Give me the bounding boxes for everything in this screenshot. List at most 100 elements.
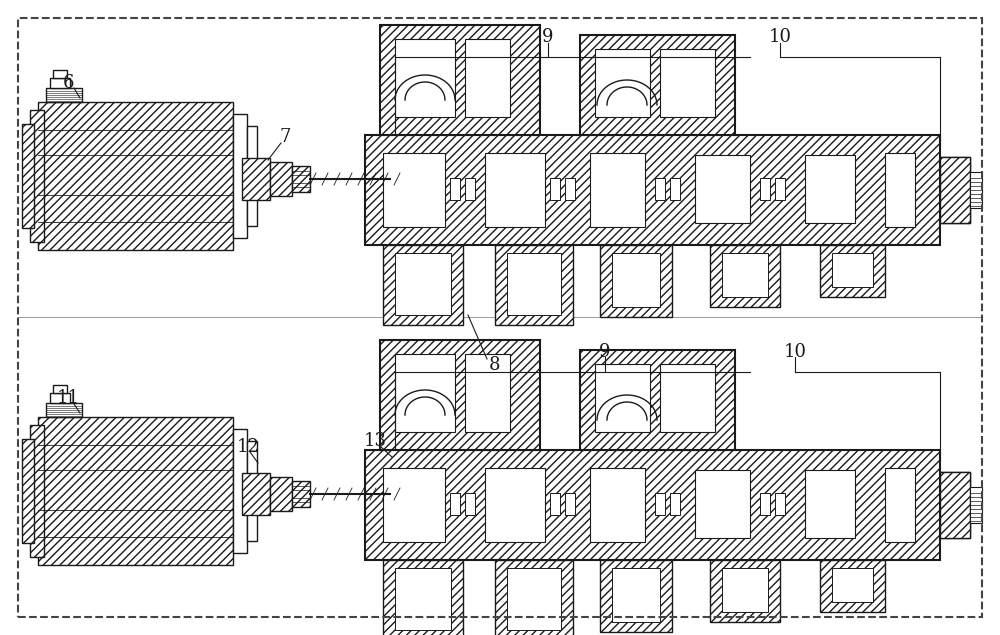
Bar xyxy=(590,153,645,227)
Bar xyxy=(380,340,540,450)
Text: 9: 9 xyxy=(599,343,611,361)
Bar xyxy=(465,354,510,432)
Bar xyxy=(383,245,463,325)
Bar xyxy=(565,493,575,515)
Bar xyxy=(53,385,67,393)
Bar xyxy=(465,39,510,117)
Bar xyxy=(22,124,34,228)
Bar xyxy=(940,472,970,538)
Bar xyxy=(22,439,34,543)
Bar xyxy=(660,364,715,432)
Bar xyxy=(710,245,780,307)
Bar xyxy=(495,245,573,325)
Bar xyxy=(383,560,463,635)
Text: 12: 12 xyxy=(237,438,259,456)
Bar xyxy=(50,78,70,88)
Text: 11: 11 xyxy=(56,389,80,407)
Bar xyxy=(832,253,873,287)
Bar xyxy=(710,560,780,622)
Bar xyxy=(30,110,44,242)
Bar xyxy=(600,245,672,317)
Bar xyxy=(805,155,855,223)
Bar xyxy=(550,178,560,200)
Bar xyxy=(775,178,785,200)
Bar xyxy=(395,253,451,315)
Bar xyxy=(695,155,750,223)
Bar xyxy=(595,364,650,432)
Bar xyxy=(395,354,455,432)
Bar xyxy=(970,172,982,208)
Bar xyxy=(820,245,885,297)
Bar xyxy=(292,166,310,192)
Bar xyxy=(495,560,573,635)
Bar xyxy=(38,102,233,250)
Bar xyxy=(233,429,247,553)
Bar xyxy=(695,470,750,538)
Text: 8: 8 xyxy=(489,356,501,374)
Bar xyxy=(550,493,560,515)
Bar xyxy=(383,468,445,542)
Text: 10: 10 xyxy=(784,343,806,361)
Bar xyxy=(660,49,715,117)
Bar xyxy=(655,178,665,200)
Bar xyxy=(247,441,257,541)
Bar xyxy=(365,135,940,245)
Bar xyxy=(507,568,561,630)
Bar xyxy=(565,178,575,200)
Bar xyxy=(46,403,82,417)
Text: 9: 9 xyxy=(542,28,554,46)
Bar xyxy=(242,158,270,200)
Bar xyxy=(885,468,915,542)
Bar xyxy=(580,35,735,135)
Bar xyxy=(233,114,247,238)
Bar xyxy=(805,470,855,538)
Bar xyxy=(485,468,545,542)
Text: 13: 13 xyxy=(364,432,386,450)
Bar xyxy=(832,568,873,602)
Bar xyxy=(242,473,270,515)
Bar xyxy=(670,493,680,515)
Text: 10: 10 xyxy=(768,28,792,46)
Bar xyxy=(590,468,645,542)
Bar xyxy=(722,568,768,612)
Bar xyxy=(820,560,885,612)
Bar xyxy=(395,568,451,630)
Bar xyxy=(760,493,770,515)
Bar xyxy=(365,450,940,560)
Bar xyxy=(507,253,561,315)
Bar xyxy=(612,253,660,307)
Bar xyxy=(30,425,44,557)
Bar xyxy=(940,157,970,223)
Bar xyxy=(46,88,82,102)
Bar xyxy=(270,162,292,196)
Bar xyxy=(940,472,970,538)
Bar xyxy=(600,560,672,632)
Bar xyxy=(53,70,67,78)
Text: 6: 6 xyxy=(62,74,74,92)
Bar xyxy=(670,178,680,200)
Bar xyxy=(885,153,915,227)
Bar xyxy=(485,153,545,227)
Bar xyxy=(380,25,540,135)
Bar xyxy=(450,493,460,515)
Bar xyxy=(292,481,310,507)
Bar xyxy=(760,178,770,200)
Text: 7: 7 xyxy=(279,128,291,146)
Bar xyxy=(38,417,233,565)
Bar xyxy=(50,393,70,403)
Bar xyxy=(383,153,445,227)
Bar xyxy=(722,253,768,297)
Bar xyxy=(595,49,650,117)
Bar xyxy=(247,126,257,226)
Bar xyxy=(775,493,785,515)
Bar xyxy=(395,39,455,117)
Bar xyxy=(655,493,665,515)
Bar xyxy=(450,178,460,200)
Bar xyxy=(270,477,292,511)
Bar xyxy=(970,487,982,523)
Bar xyxy=(465,493,475,515)
Bar xyxy=(465,178,475,200)
Bar xyxy=(612,568,660,622)
Bar xyxy=(580,350,735,450)
Bar xyxy=(940,157,970,223)
